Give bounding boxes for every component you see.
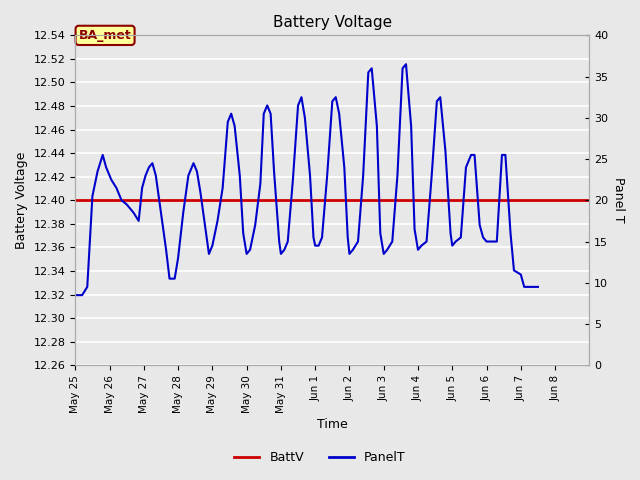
- Y-axis label: Panel T: Panel T: [612, 178, 625, 223]
- X-axis label: Time: Time: [317, 419, 348, 432]
- Legend: BattV, PanelT: BattV, PanelT: [229, 446, 411, 469]
- Y-axis label: Battery Voltage: Battery Voltage: [15, 152, 28, 249]
- Text: BA_met: BA_met: [79, 29, 131, 42]
- Title: Battery Voltage: Battery Voltage: [273, 15, 392, 30]
